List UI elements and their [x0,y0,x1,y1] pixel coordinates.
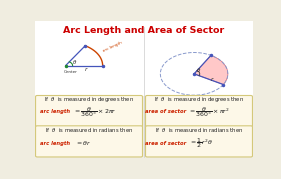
Text: arc length: arc length [40,109,70,114]
Text: θ: θ [197,68,201,73]
Text: arc length: arc length [103,40,123,53]
FancyBboxPatch shape [36,95,142,127]
Text: arc length: arc length [40,141,70,146]
Text: $= \dfrac{1}{2} r^2 \theta$: $= \dfrac{1}{2} r^2 \theta$ [189,136,213,150]
Text: $= \dfrac{\theta}{360°} \times 2\pi r$: $= \dfrac{\theta}{360°} \times 2\pi r$ [73,105,117,119]
Text: $= \theta r$: $= \theta r$ [75,139,92,147]
Text: If  $\theta$  is measured in radians then: If $\theta$ is measured in radians then [155,126,243,134]
Text: area of sector: area of sector [145,109,186,114]
FancyBboxPatch shape [35,21,253,96]
Text: $= \dfrac{\theta}{360°} \times \pi r^2$: $= \dfrac{\theta}{360°} \times \pi r^2$ [188,105,230,119]
Text: If  $\theta$  is measured in degrees then: If $\theta$ is measured in degrees then [154,95,244,104]
Text: r: r [211,77,214,82]
FancyBboxPatch shape [36,126,142,157]
Text: If  $\theta$  is measured in degrees then: If $\theta$ is measured in degrees then [44,95,134,104]
Text: θ: θ [72,60,76,64]
FancyBboxPatch shape [146,95,252,127]
Text: r: r [85,67,87,72]
FancyBboxPatch shape [146,126,252,157]
Wedge shape [194,55,228,84]
Text: Center: Center [64,70,77,74]
Text: Arc Length and Area of Sector: Arc Length and Area of Sector [64,26,225,35]
Text: area of sector: area of sector [145,141,186,146]
Text: If  $\theta$  is measured in radians then: If $\theta$ is measured in radians then [45,126,133,134]
